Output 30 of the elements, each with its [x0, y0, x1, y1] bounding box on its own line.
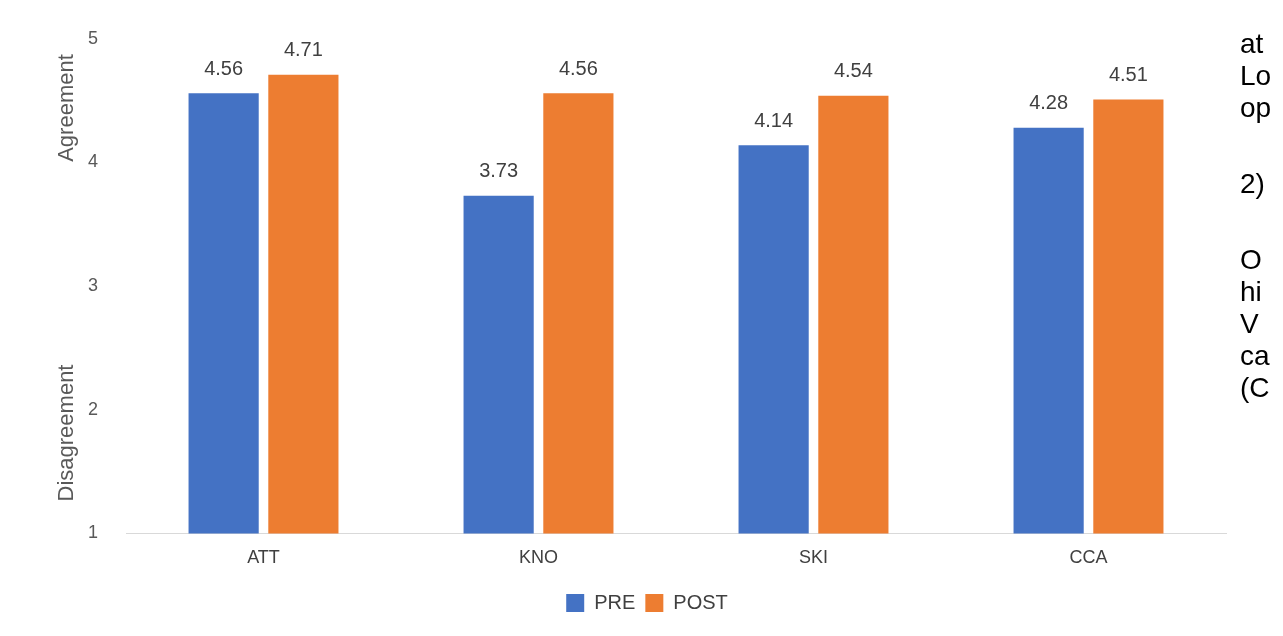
data-label: 4.28: [1029, 91, 1069, 114]
data-label: 4.71: [283, 38, 323, 61]
y-tick-label: 2: [88, 398, 99, 419]
x-tick-label: KNO: [519, 547, 559, 568]
data-label: 4.56: [558, 56, 598, 79]
text: O: [1240, 244, 1262, 276]
y-tick-label: 5: [88, 27, 99, 48]
data-label: 4.54: [833, 59, 873, 82]
y-tick-label: 3: [88, 275, 99, 296]
data-label: 3.73: [479, 159, 519, 182]
data-label: 4.56: [204, 56, 244, 79]
x-tick-label: ATT: [247, 547, 280, 568]
text: (C: [1240, 372, 1270, 404]
y-axis-title: Agreement: [53, 54, 79, 162]
text: at: [1240, 28, 1264, 60]
y-tick-label: 1: [88, 522, 99, 543]
text: op: [1240, 92, 1272, 124]
y-tick-label: 4: [88, 151, 99, 172]
text: ca: [1240, 340, 1270, 372]
legend-label: PRE: [594, 590, 636, 613]
text: V: [1240, 308, 1259, 340]
text: 2): [1240, 168, 1265, 200]
x-tick-label: CCA: [1069, 547, 1108, 568]
text: Disagreement: [53, 364, 79, 502]
legend-label: POST: [673, 590, 728, 613]
data-label: 4.51: [1108, 62, 1148, 85]
text: hi: [1240, 276, 1262, 308]
data-label: 4.14: [754, 108, 794, 131]
text: Lo: [1240, 60, 1272, 92]
x-tick-label: SKI: [799, 547, 829, 568]
